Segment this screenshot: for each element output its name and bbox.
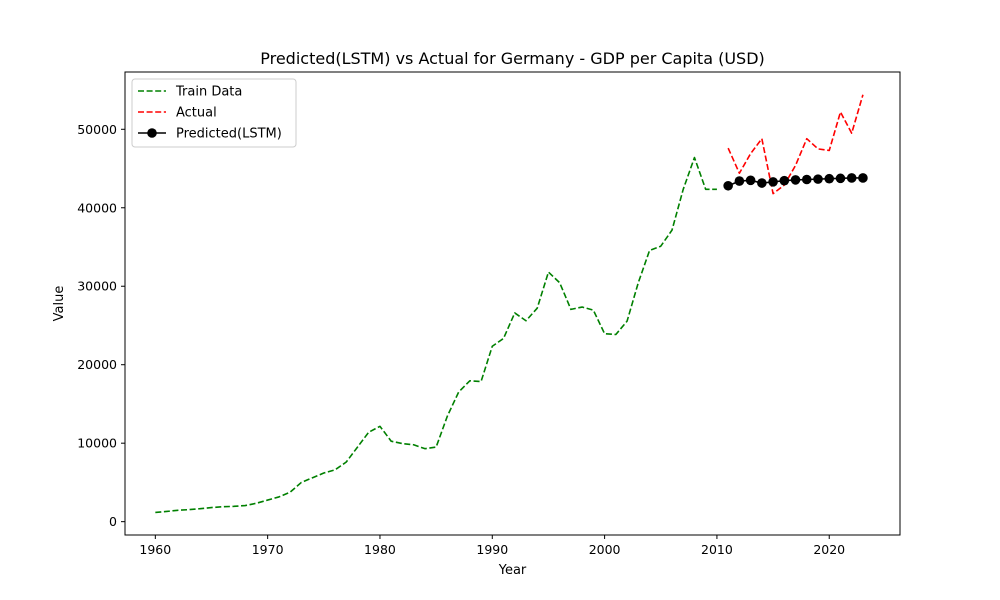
data-point-predicted-lstm [801,174,812,185]
chart-title: Predicted(LSTM) vs Actual for Germany - … [260,49,765,68]
legend-label-predicted-lstm: Predicted(LSTM) [176,127,282,142]
data-point-predicted-lstm [745,175,756,186]
x-tick-label: 2020 [813,542,845,557]
legend-marker-predicted-lstm [147,128,157,138]
legend: Train Data Actual Predicted(LSTM) [131,78,297,148]
series-line-train-data [155,156,717,514]
data-point-predicted-lstm [790,175,801,185]
y-tick-label: 50000 [77,122,117,137]
data-point-predicted-lstm [757,178,767,188]
x-axis-ticks: 1960 1970 1980 1990 2000 2010 2020 [139,535,845,557]
data-point-predicted-lstm [813,174,823,184]
x-tick-label: 1980 [364,542,396,557]
x-axis-label: Year [498,563,527,578]
data-point-predicted-lstm [835,173,846,184]
y-tick-label: 30000 [77,279,117,294]
data-point-predicted-lstm [858,173,868,183]
y-tick-label: 0 [109,514,117,529]
x-tick-label: 1990 [476,542,508,557]
x-tick-label: 1970 [252,542,284,557]
legend-label-train-data: Train Data [175,85,242,100]
data-point-predicted-lstm [846,173,857,183]
x-tick-label: 2010 [701,542,733,557]
y-axis-label: Value [52,286,67,322]
series-layer [155,94,868,514]
data-point-predicted-lstm [734,176,745,186]
plot-frame [124,71,901,536]
legend-entries: Train Data Actual Predicted(LSTM) [138,85,282,142]
y-axis-ticks: 0 10000 20000 30000 40000 50000 [77,122,125,529]
plot-area [125,72,900,535]
legend-label-actual: Actual [176,106,217,121]
data-point-predicted-lstm [824,173,835,184]
data-point-predicted-lstm [779,175,790,186]
legend-box [131,78,297,148]
data-point-predicted-lstm [768,177,778,187]
data-point-predicted-lstm [723,180,733,191]
x-tick-label: 2000 [589,542,621,557]
x-tick-label: 1960 [139,542,171,557]
y-tick-label: 40000 [77,200,117,215]
y-tick-label: 20000 [77,357,117,372]
y-tick-label: 10000 [77,436,117,451]
